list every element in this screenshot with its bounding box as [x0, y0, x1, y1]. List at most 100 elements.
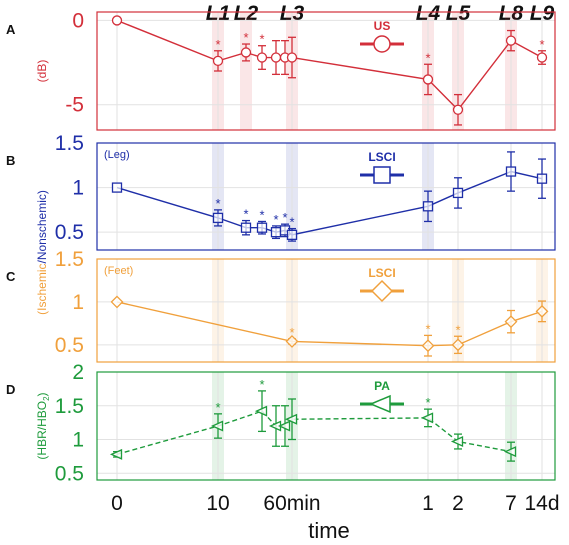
series-line — [116, 170, 543, 236]
y-label-part: (HBR/HBO — [35, 401, 49, 460]
x-tick-label: 10 — [206, 492, 229, 515]
data-point — [420, 412, 434, 424]
y-tick-label: 0.5 — [55, 221, 84, 244]
panel-tag: (Leg) — [104, 149, 130, 161]
y-tick-label: 1.5 — [55, 395, 84, 418]
legend-marker — [370, 279, 394, 303]
significance-star: * — [259, 207, 264, 222]
data-point — [284, 413, 298, 425]
y-label-part: ) — [35, 392, 49, 396]
axes-box — [96, 258, 556, 363]
axes-box — [96, 11, 556, 131]
data-point — [535, 304, 549, 318]
panel-letter: B — [6, 153, 15, 168]
significance-star: * — [282, 210, 287, 225]
significance-star: * — [215, 37, 220, 52]
series-line — [116, 410, 512, 456]
y-tick-label: -5 — [65, 94, 84, 117]
axes-box — [96, 142, 556, 251]
data-point — [111, 182, 123, 193]
significance-star: * — [215, 400, 220, 415]
panel-letter: A — [6, 22, 16, 37]
data-point — [421, 339, 435, 353]
significance-star: * — [243, 207, 248, 222]
y-label-part: /Nonschemic) — [35, 190, 49, 263]
data-point — [240, 222, 252, 233]
panel-letter: C — [6, 269, 16, 284]
y-axis-label: (dB) — [35, 60, 49, 83]
series-line — [116, 301, 543, 347]
data-point — [450, 436, 464, 448]
significance-star: * — [259, 377, 264, 392]
x-tick-label: 7 — [505, 492, 517, 515]
data-point — [270, 227, 282, 238]
shared-y-axis-label: (Ischemic/Nonschemic) — [35, 190, 49, 315]
data-point — [254, 405, 268, 417]
y-tick-label: 1 — [72, 291, 84, 314]
x-tick-label: 0 — [111, 492, 123, 515]
significance-star: * — [289, 215, 294, 230]
panel-b: 1.510.5B (Leg)** * * * *LSCI — [6, 132, 556, 251]
data-point — [286, 229, 298, 240]
y-tick-label: 0.5 — [55, 462, 84, 485]
panel-d: 2 1.5 1 0.5 D * * * PA — [6, 361, 556, 485]
data-point — [240, 47, 252, 58]
series-line — [116, 19, 543, 111]
x-tick-label: 2 — [452, 492, 464, 515]
data-point — [286, 52, 298, 63]
y-tick-label: 1.5 — [55, 248, 84, 271]
data-point — [111, 15, 123, 26]
data-point — [505, 166, 517, 177]
data-point — [505, 35, 517, 46]
y-tick-label: 0.5 — [55, 334, 84, 357]
data-point — [110, 295, 124, 309]
data-point — [256, 52, 268, 63]
panel-tag: (Feet) — [104, 265, 133, 277]
significance-star: * — [455, 322, 460, 337]
data-point — [210, 420, 224, 432]
panel-letter: D — [6, 382, 15, 397]
y-label-part: (Ischemic — [35, 264, 49, 315]
data-point — [422, 201, 434, 212]
x-tick-label: 1 — [422, 492, 434, 515]
data-point — [422, 74, 434, 85]
significance-star: * — [259, 32, 264, 47]
data-point — [536, 173, 548, 184]
data-point — [212, 212, 224, 224]
legend-label: US — [374, 19, 391, 33]
significance-star: * — [425, 50, 430, 65]
x-tick-label: 60min — [263, 492, 320, 515]
y-tick-label: 1 — [72, 177, 84, 200]
legend-marker — [373, 35, 391, 53]
y-tick-label: 0 — [72, 9, 84, 32]
data-point — [212, 55, 224, 67]
significance-star: * — [425, 395, 430, 410]
lesion-label-l2: L2 — [234, 2, 259, 25]
panel-c: 1.5 1 0.5 C (Feet) * * * LSCI — [6, 248, 556, 363]
y-tick-label: 2 — [72, 361, 84, 384]
data-point — [277, 420, 291, 432]
y-tick-label: 1.5 — [55, 132, 84, 155]
legend-label: LSCI — [368, 266, 395, 280]
legend-marker — [369, 394, 391, 414]
data-point — [504, 315, 518, 329]
significance-star: * — [425, 321, 430, 336]
data-point — [270, 52, 282, 63]
significance-star: * — [539, 37, 544, 52]
legend-label: LSCI — [368, 150, 395, 164]
data-point — [503, 446, 517, 458]
legend-marker — [373, 166, 391, 184]
x-axis-title: time — [308, 518, 350, 543]
axes-box — [96, 371, 556, 481]
significance-star: * — [215, 196, 220, 211]
y-label-subscript: 2 — [42, 396, 51, 401]
data-point — [256, 222, 268, 233]
significance-star: * — [289, 325, 294, 340]
data-point — [536, 52, 548, 63]
data-point — [452, 104, 464, 115]
x-tick-label: 14d — [524, 492, 559, 515]
significance-star: * — [273, 212, 278, 227]
data-point — [285, 334, 299, 348]
